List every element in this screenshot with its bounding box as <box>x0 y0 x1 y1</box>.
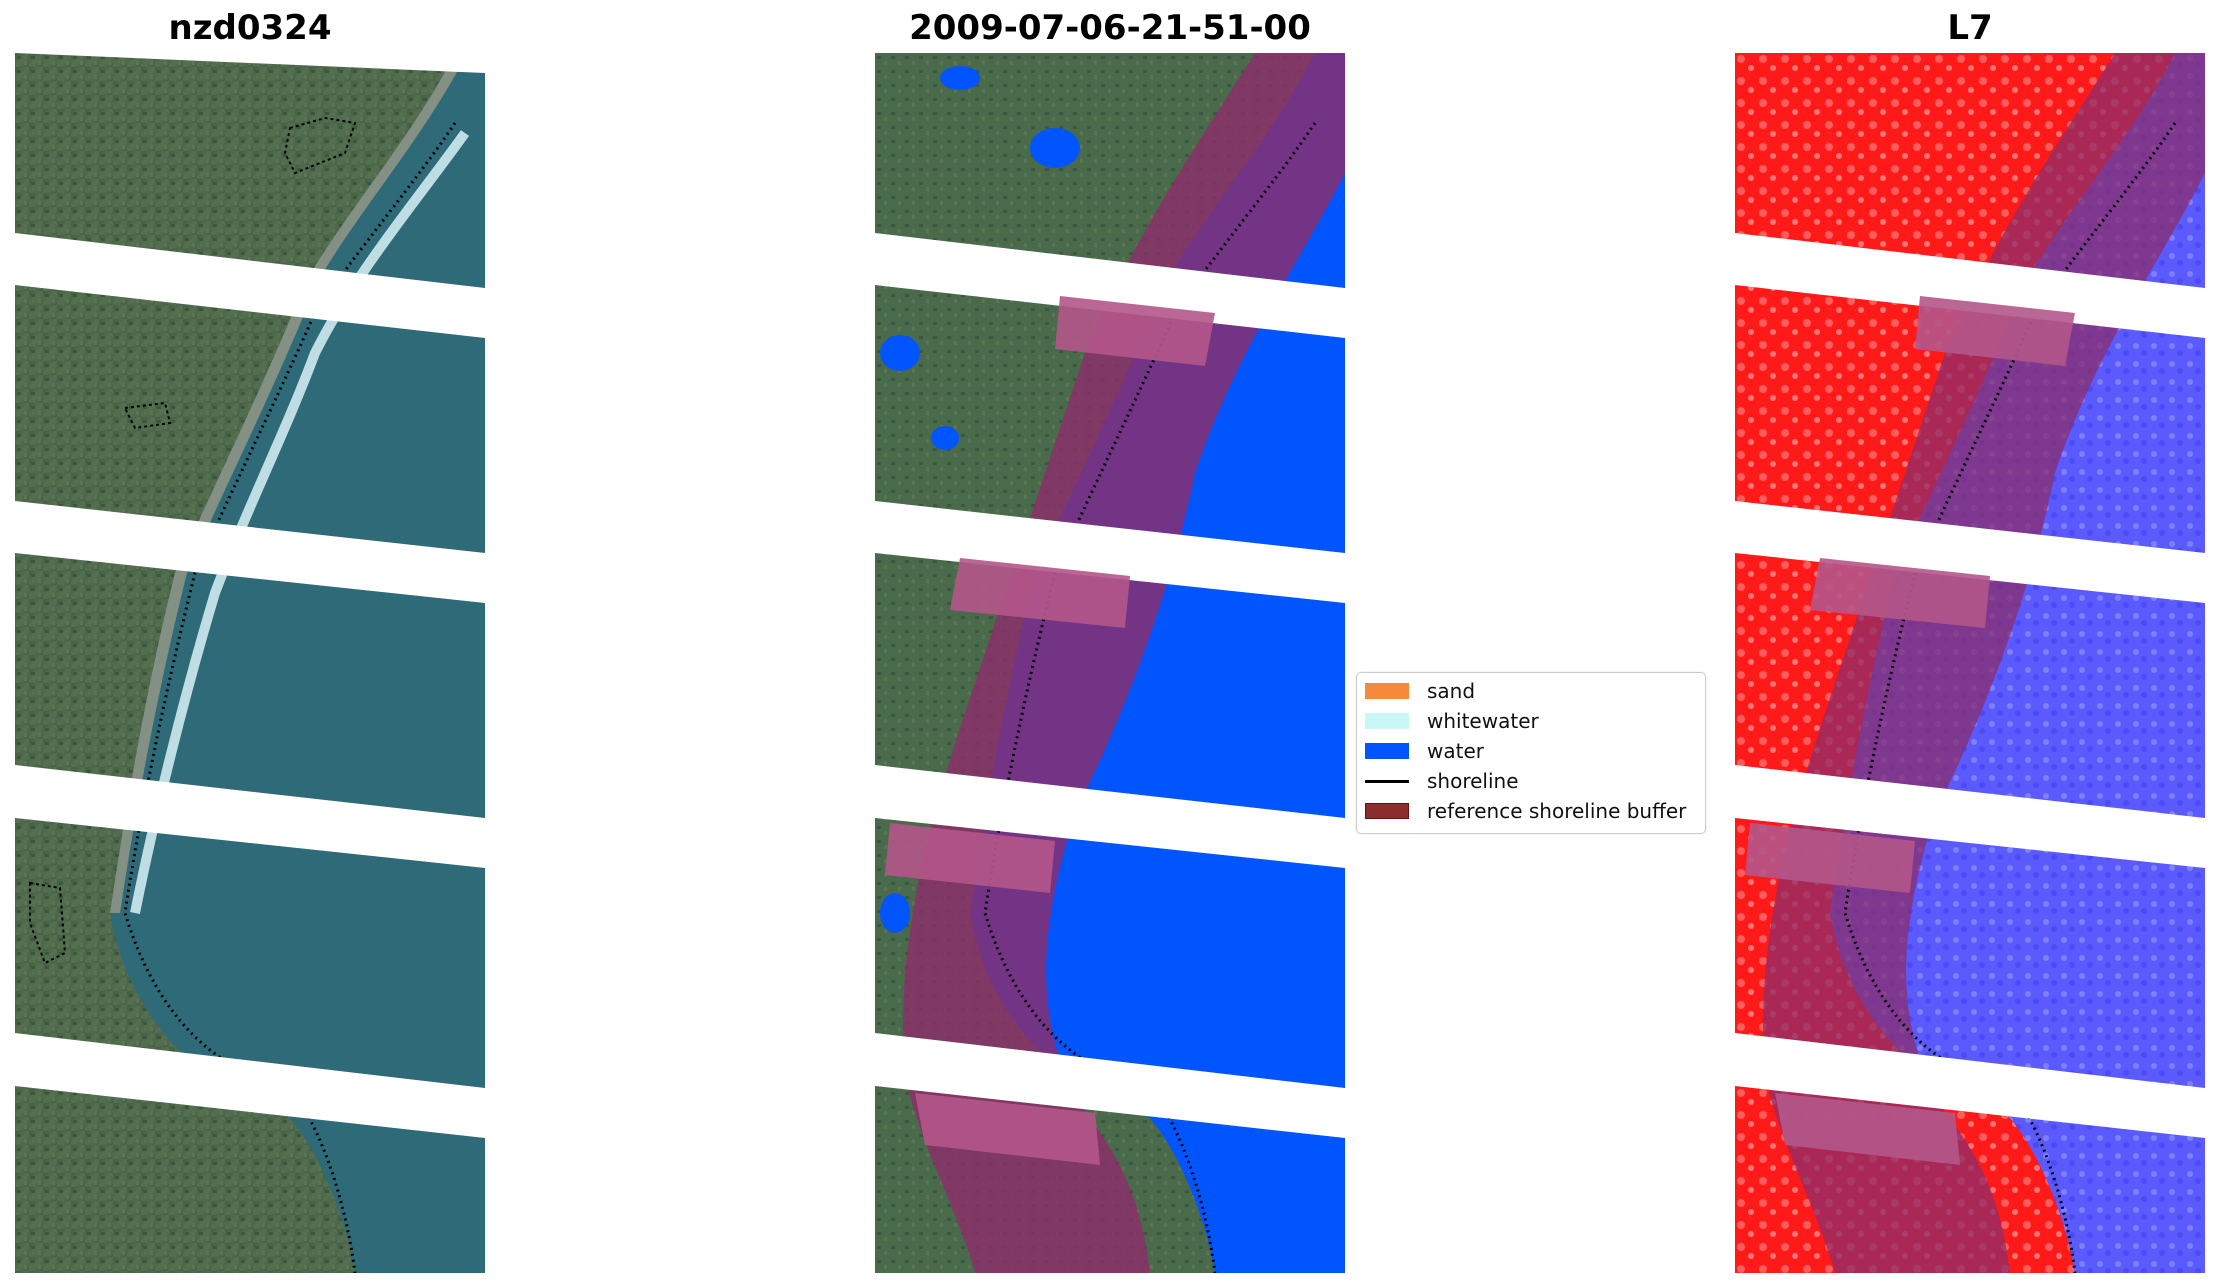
legend-item-sand: sand <box>1357 676 1475 706</box>
buffer-over-gaps <box>1745 296 2075 1165</box>
surf-zone <box>130 130 470 914</box>
scanline-gaps <box>875 233 1345 1138</box>
legend-label: whitewater <box>1427 709 1539 733</box>
legend-label: reference shoreline buffer <box>1427 799 1687 823</box>
panel-title-classified: 2009-07-06-21-51-00 <box>909 8 1311 48</box>
index-image-panel <box>1735 53 2205 1273</box>
lake-outline-2 <box>123 401 172 430</box>
reference-shoreline-buffer <box>903 53 1345 1273</box>
scanline-gaps <box>15 53 485 1138</box>
sand-swatch <box>1365 683 1409 699</box>
legend: sand whitewater water shoreline referenc… <box>1356 672 1706 834</box>
legend-item-shoreline: shoreline <box>1357 766 1519 796</box>
buffer-over-gaps <box>885 296 1215 1165</box>
legend-label: shoreline <box>1427 769 1519 793</box>
water-swatch <box>1365 743 1409 759</box>
shoreline-swatch <box>1365 779 1409 783</box>
whitewater-swatch <box>1365 713 1409 729</box>
scanline-gaps <box>1735 233 2205 1138</box>
inland-water-patches <box>880 66 1080 933</box>
land-area <box>15 53 455 1273</box>
legend-label: water <box>1427 739 1484 763</box>
legend-item-buffer: reference shoreline buffer <box>1357 796 1686 826</box>
lake-outline-1 <box>283 116 357 175</box>
legend-item-water: water <box>1357 736 1484 766</box>
legend-label: sand <box>1427 679 1476 703</box>
panel-title-index: L7 <box>1947 8 1993 48</box>
legend-item-whitewater: whitewater <box>1357 706 1539 736</box>
rgb-image-panel <box>15 53 485 1273</box>
lake-outline-3 <box>29 881 67 965</box>
buffer-swatch <box>1365 803 1409 819</box>
panel-title-rgb: nzd0324 <box>168 8 332 48</box>
reference-shoreline-buffer <box>1763 53 2205 1273</box>
classified-image-panel <box>875 53 1345 1273</box>
